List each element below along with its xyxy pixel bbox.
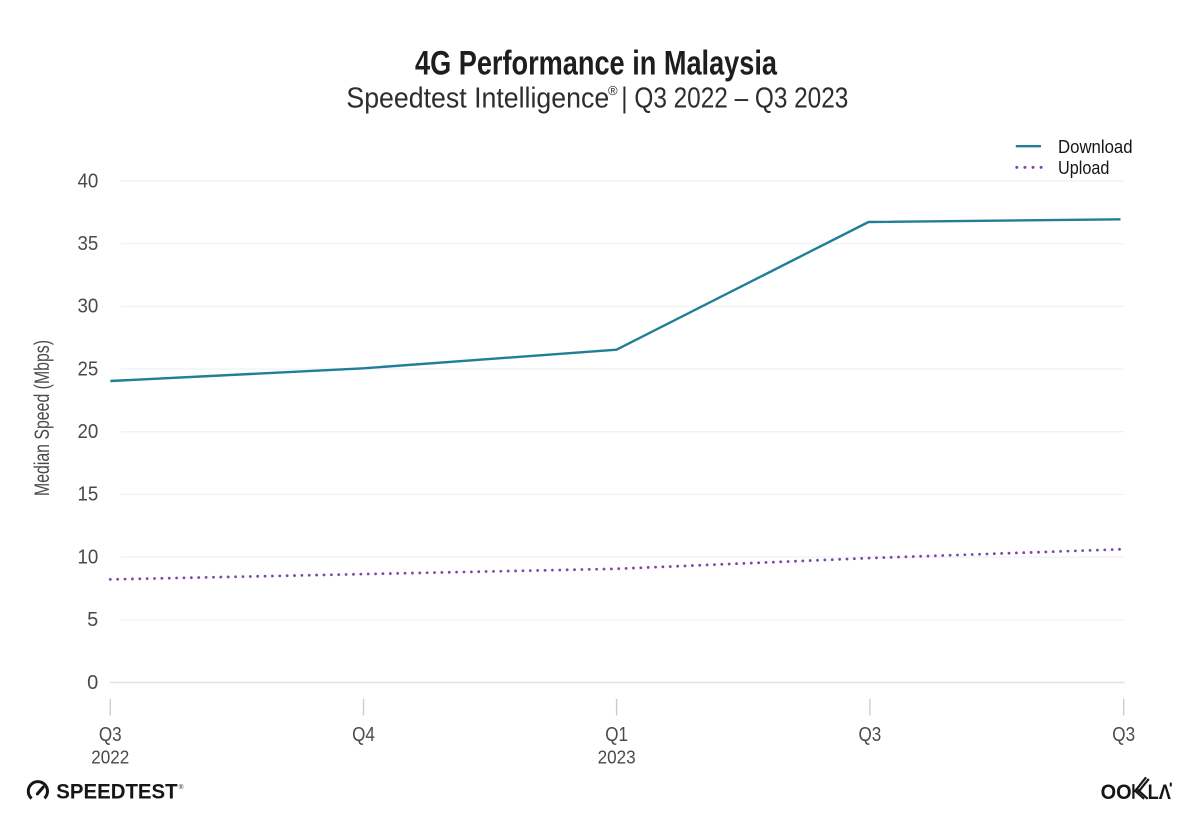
- svg-text:SPEEDTEST: SPEEDTEST: [56, 781, 177, 804]
- svg-text:0: 0: [87, 672, 98, 694]
- svg-text:5: 5: [87, 609, 98, 631]
- svg-text:30: 30: [78, 296, 99, 318]
- svg-text:| Q3 2022 – Q3 2023: | Q3 2022 – Q3 2023: [621, 82, 848, 114]
- svg-text:25: 25: [78, 358, 99, 380]
- svg-text:Speedtest Intelligence: Speedtest Intelligence: [346, 82, 609, 114]
- svg-text:Q3: Q3: [1112, 723, 1135, 746]
- svg-text:Q1: Q1: [605, 723, 628, 746]
- svg-text:40: 40: [78, 170, 99, 192]
- svg-text:35: 35: [78, 233, 99, 255]
- svg-text:Q4: Q4: [352, 723, 375, 746]
- svg-text:Median Speed (Mbps): Median Speed (Mbps): [30, 340, 54, 496]
- svg-text:Q3: Q3: [859, 723, 882, 746]
- svg-text:LΛ: LΛ: [1148, 781, 1171, 804]
- svg-text:Download: Download: [1058, 137, 1133, 157]
- svg-text:15: 15: [78, 484, 99, 506]
- svg-text:2022: 2022: [91, 746, 129, 767]
- svg-text:Q3: Q3: [99, 723, 122, 746]
- svg-text:2023: 2023: [598, 746, 636, 767]
- svg-text:®: ®: [179, 783, 184, 791]
- svg-text:20: 20: [78, 421, 99, 443]
- svg-text:®: ®: [608, 83, 618, 98]
- svg-text:10: 10: [78, 546, 99, 568]
- svg-text:4G Performance in Malaysia: 4G Performance in Malaysia: [415, 45, 778, 83]
- svg-text:Upload: Upload: [1058, 158, 1109, 178]
- svg-text:OO: OO: [1101, 781, 1132, 804]
